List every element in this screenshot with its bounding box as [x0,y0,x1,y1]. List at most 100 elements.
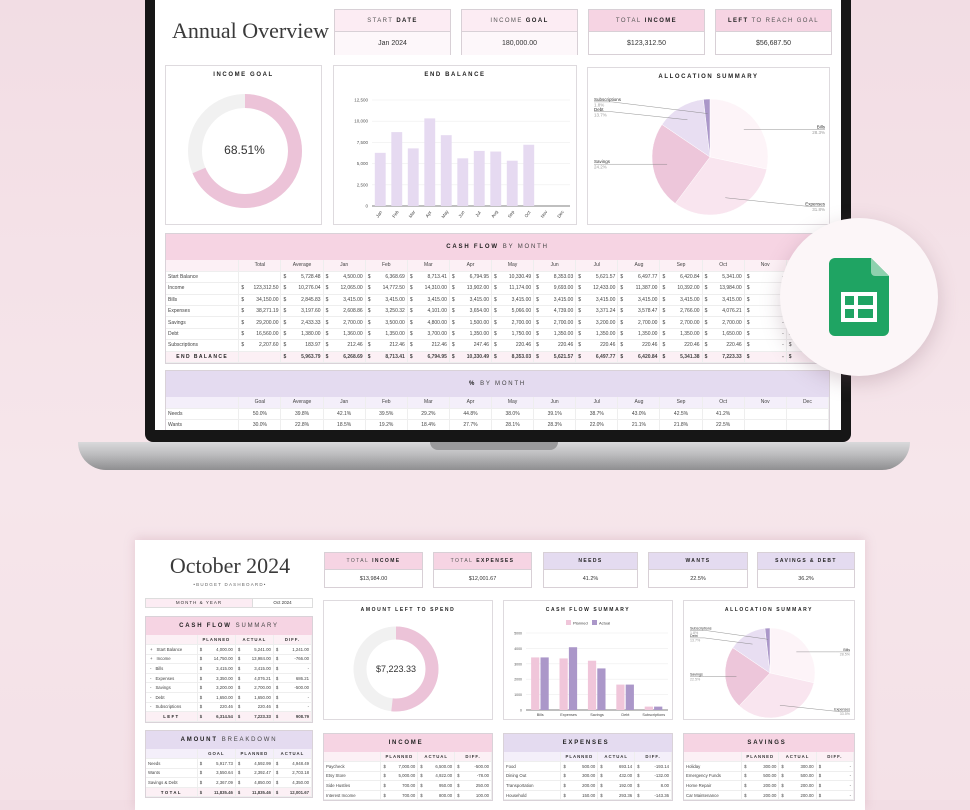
pie-label: Savings [690,673,703,677]
table-cell: $1,650.00 [702,328,745,341]
legend-label: Planned [573,621,588,626]
currency-symbol: $ [536,308,539,315]
kpi-start-date: START DATE Jan 2024 [334,9,451,55]
table-cell: 43.0% [617,408,661,421]
currency-symbol: $ [662,331,666,338]
row-label: Holiday [684,761,743,772]
table-cell: $16,560.00 [238,328,282,341]
cell-value: -500.00 [474,763,489,769]
table-cell: $3,550.64 [197,768,236,779]
cell-value: 200.00 [800,792,814,798]
y-tick-label: 12,500 [354,98,368,103]
cell-value: 18.5% [337,422,352,429]
kpi-value[interactable]: Jan 2024 [335,32,450,55]
kpi-label-light: TOTAL [346,558,370,564]
table-cell [786,408,830,421]
pct-by-month-table: % BY MONTH Goal Average Jan Feb Mar Apr May Jun Ju… [165,370,830,430]
row-label-text: Expenses [168,308,190,315]
x-tick-label: Mar [408,209,417,219]
row-label-text: Holiday [686,763,701,769]
table-cell: $6,314.54 [197,711,236,722]
table-cell: $693.14 [597,761,636,772]
table-row: Etsy Store $5,000.00 $4,922.00 $ -78.00 [324,771,492,782]
pie-percent: 33.5% [840,712,851,716]
kpi-value[interactable]: 180,000.00 [462,32,577,55]
table-cell: $5,963.79 [280,351,324,364]
currency-symbol: $ [367,331,371,338]
column-header: Aug [617,397,661,409]
cell-value: 1,650.00 [722,331,742,338]
currency-symbol: $ [283,296,287,303]
expenses-table: EXPENSES PLANNED ACTUAL DIFF. Food $500.00 $69… [503,733,673,802]
kpi-label-bold: NEEDS [578,558,603,564]
table-cell: $6,497.77 [617,271,661,284]
pie-leader-line [690,630,769,640]
table-cell: $200.00 [741,790,780,801]
row-label: - Savings [146,682,198,694]
pie-slice-bills [709,98,769,170]
pie-percent: 22.5% [690,677,701,681]
cell-value: 1,380.00 [301,331,321,338]
cell-value: 3,350.00 [216,675,233,681]
currency-symbol: $ [744,763,747,769]
cell-value: 1,350.00 [638,331,658,338]
cell-value: 5,000.00 [398,773,416,779]
table-cell: $29,200.00 [238,316,282,329]
currency-symbol: $ [578,331,582,338]
currency-symbol: $ [662,353,666,360]
table-cell: $- [744,271,787,284]
currency-symbol: $ [578,285,582,292]
table-cell: $7,000.00 [380,761,419,772]
cell-value: 14,772.50 [382,285,405,292]
end-balance-title: END BALANCE [424,72,486,78]
allocation-title: ALLOCATION SUMMARY [658,74,759,80]
table-title: % BY MONTH [166,371,829,397]
y-tick-label: 7,500 [357,140,369,145]
row-label: - Subscriptions [146,702,198,713]
currency-symbol: $ [367,296,371,303]
cell-value: 42.5% [673,411,689,418]
column-header: ACTUAL [597,752,636,763]
row-label-text: Needs [168,411,183,418]
table-cell: $4,592.99 [235,758,274,769]
bar-may [440,135,452,206]
row-label: Food [504,761,562,772]
cell-value: 4,500.00 [343,274,363,281]
currency-symbol: $ [563,792,566,798]
currency-symbol: $ [367,319,371,326]
table-row: Paycheck $7,000.00 $6,500.00 $ -500.00 [324,761,492,772]
x-tick-label: May [441,209,450,219]
table-cell: $11,835.46 [197,787,236,798]
currency-symbol: $ [409,296,413,303]
currency-symbol: $ [457,763,460,769]
currency-symbol: $ [662,296,666,303]
income-goal-card: INCOME GOAL 68.51% [165,65,322,225]
currency-symbol: $ [536,296,539,303]
table-cell: 21.1% [617,419,661,430]
row-label-text: Emergency Funds [686,773,721,779]
table-cell: $200.00 [560,780,599,791]
left-to-spend-card: AMOUNT LEFT TO SPEND $7,223.33 [323,600,493,720]
table-cell: $1,350.00 [659,328,703,341]
table-row: Side Hustles $700.00 $950.00 $250.00 [324,780,492,791]
x-tick-label: Feb [391,209,400,219]
kpi-label-bold: LEFT [727,17,749,24]
row-bullet: - [150,675,152,681]
cell-value: 11,387.00 [635,285,658,292]
table-cell: $12,065.00 [323,282,366,295]
income-goal-donut [188,94,302,208]
currency-symbol: $ [383,773,386,779]
month-year-value[interactable]: Oct 2024 [252,599,312,607]
left-to-spend-donut [353,626,439,712]
bar-aug [490,151,502,206]
x-tick-label: Jan [375,209,384,218]
column-header: Feb [365,397,408,409]
cell-value: - [849,763,851,769]
table-cell: $5,621.57 [533,351,577,364]
table-cell: $2,700.00 [491,316,535,329]
cell-value: 247.46 [473,342,490,349]
table-cell: $13,984.00 [235,654,274,665]
pie-leader-line [594,101,708,114]
table-cell: $3,200.00 [197,682,236,694]
